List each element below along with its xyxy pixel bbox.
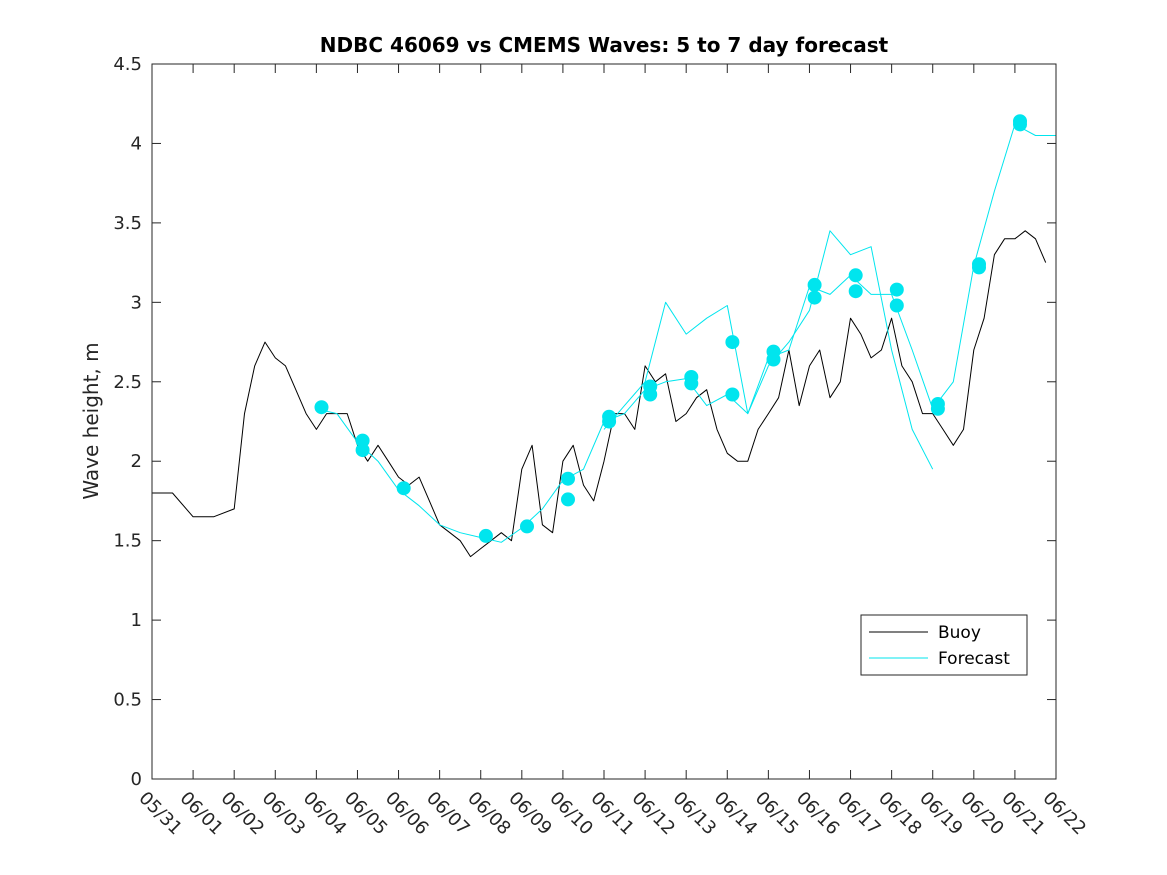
y-tick-label: 0 (131, 769, 142, 790)
marker-layer (314, 114, 1027, 543)
forecast-marker (766, 352, 781, 367)
y-axis-label: Wave height, m (79, 342, 103, 499)
forecast-marker (643, 387, 658, 402)
y-tick-label: 3.5 (113, 213, 142, 234)
forecast-marker (1013, 117, 1027, 132)
forecast-marker (478, 528, 493, 543)
forecast-marker (848, 284, 863, 299)
y-axis: 0 0.5 1 1.5 2 2.5 3 3.5 4 4.5 (113, 54, 1056, 790)
chart-title: NDBC 46069 vs CMEMS Waves: 5 to 7 day fo… (320, 33, 889, 57)
forecast-marker (807, 290, 822, 305)
legend-buoy-label: Buoy (938, 623, 981, 643)
y-tick-label: 4 (131, 133, 142, 154)
forecast-marker (930, 401, 945, 416)
legend: Buoy Forecast (860, 614, 1028, 676)
y-tick-label: 4.5 (113, 54, 142, 75)
forecast-marker (561, 471, 575, 486)
y-tick-label: 1.5 (113, 531, 142, 552)
y-tick-label: 2 (131, 451, 142, 472)
legend-forecast-label: Forecast (938, 649, 1010, 669)
forecast-marker (396, 481, 411, 496)
forecast-marker (684, 376, 699, 391)
forecast-marker (725, 335, 740, 350)
forecast-marker (520, 519, 534, 534)
y-tick-label: 2.5 (113, 372, 142, 393)
y-tick-label: 3 (131, 292, 142, 313)
forecast-marker (561, 492, 575, 507)
y-tick-label: 0.5 (113, 690, 142, 711)
forecast-marker (972, 260, 986, 275)
forecast-marker (807, 277, 822, 292)
forecast-marker (602, 414, 617, 429)
forecast-marker (725, 387, 740, 402)
forecast-marker (889, 298, 904, 313)
forecast-marker (889, 282, 904, 297)
y-tick-label: 1 (131, 610, 142, 631)
forecast-series-line-2 (603, 230, 934, 470)
forecast-marker (314, 400, 329, 415)
forecast-marker (848, 268, 863, 283)
forecast-marker (355, 443, 370, 458)
legend-box (860, 614, 1028, 676)
